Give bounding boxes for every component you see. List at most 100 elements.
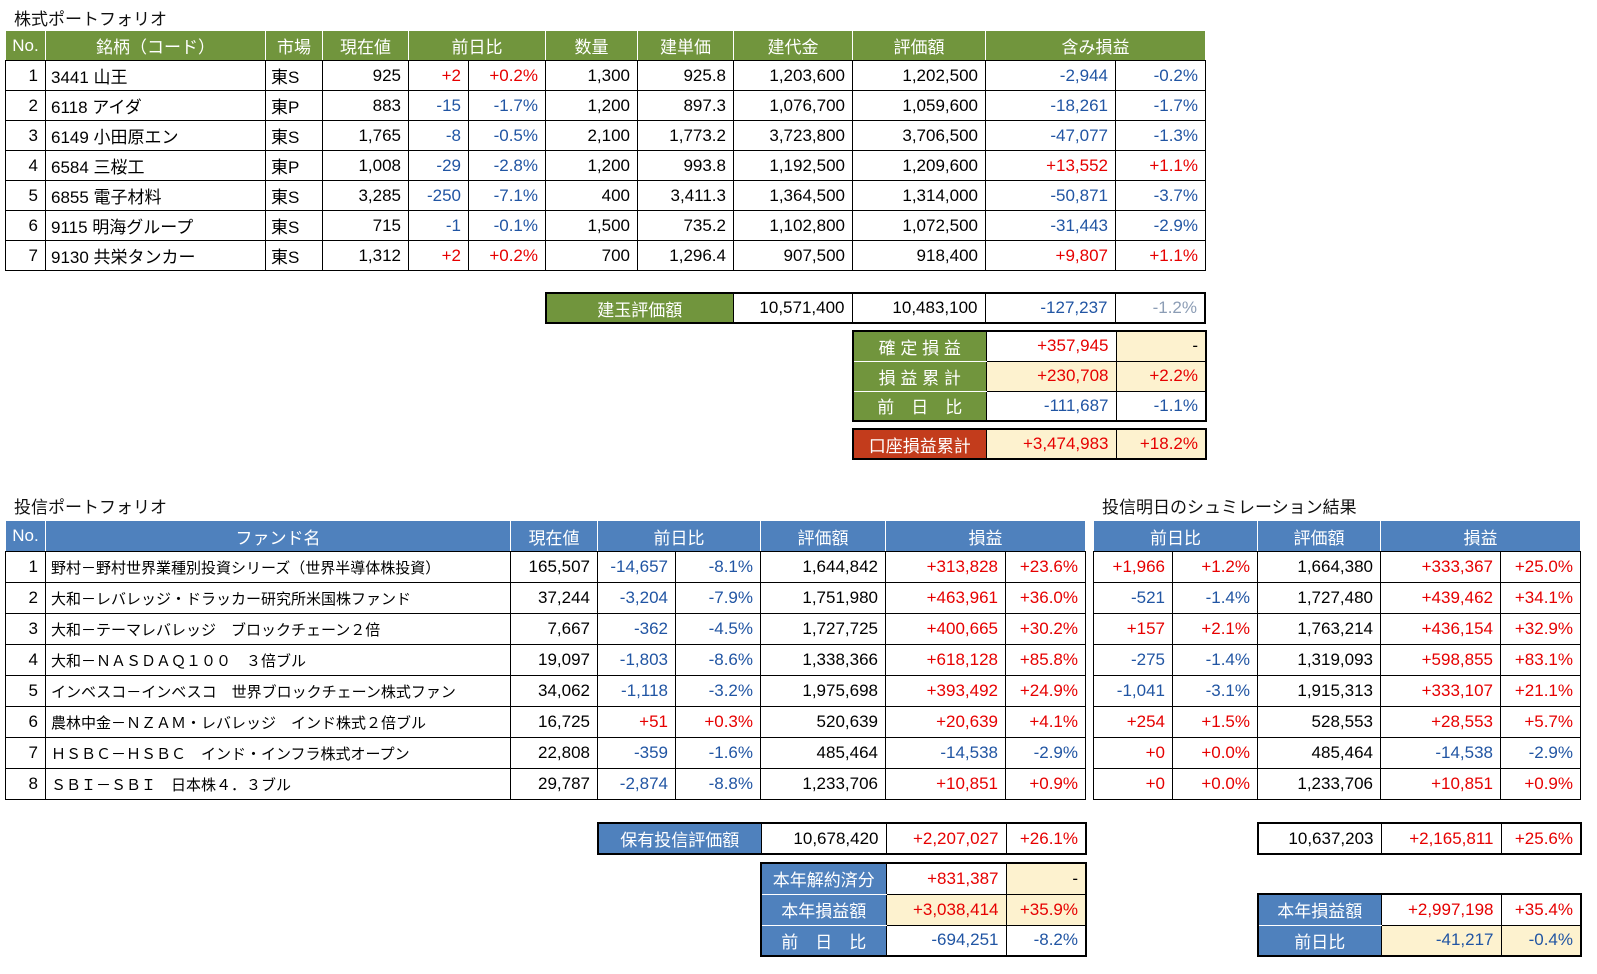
fund-row: 7 ＨＳＢＣ－ＨＳＢＣ インド・インフラ株式オープン 22,808 -359 -… <box>5 737 1086 769</box>
cell-value: 1,763,214 <box>1257 613 1381 645</box>
fund-row: 6 農林中金－ＮＺＡＭ・レバレッジ インド株式２倍ブル 16,725 +51 +… <box>5 706 1086 738</box>
stock-portfolio-title: 株式ポートフォリオ <box>14 10 167 29</box>
cell-value: 918,400 <box>852 240 986 271</box>
cell-no: 8 <box>5 768 46 800</box>
cell-value: 1,664,380 <box>1257 551 1381 583</box>
cell-pl: -14,538 <box>1380 737 1501 769</box>
cell-price: 1,765 <box>322 120 409 151</box>
summary-label: 前日比 <box>1257 924 1382 957</box>
cell-change-pct: -1.7% <box>468 90 546 121</box>
cell-change-pct: +0.2% <box>468 240 546 271</box>
cell-no: 3 <box>5 613 46 645</box>
sim-row: +0 +0.0% 1,233,706 +10,851 +0.9% <box>1093 768 1581 800</box>
cell-unit-price: 735.2 <box>637 210 734 241</box>
cell-change-pct: -1.4% <box>1172 644 1258 676</box>
summary-row: 前日比 -41,217 -0.4% <box>1257 924 1582 957</box>
fund-row: 3 大和－テーマレバレッジ ブロックチェーン２倍 7,667 -362 -4.5… <box>5 613 1086 645</box>
cell-price: 3,285 <box>322 180 409 211</box>
account-total-pct: +18.2% <box>1115 428 1207 460</box>
cell-change: +0 <box>1093 768 1173 800</box>
cell-pl-pct: +36.0% <box>1005 582 1086 614</box>
cell-pl-pct: +30.2% <box>1005 613 1086 645</box>
summary-row: 前 日 比 -111,687 -1.1% <box>852 390 1207 422</box>
cell-qty: 1,200 <box>545 150 638 181</box>
cell-value: 1,233,706 <box>760 768 886 800</box>
cell-pl: +313,828 <box>885 551 1006 583</box>
sim-total-table: 10,637,203 +2,165,811 +25.6% <box>1257 822 1582 855</box>
summary-pct: -1.1% <box>1115 390 1207 422</box>
cell-value: 1,209,600 <box>852 150 986 181</box>
header-price: 現在値 <box>322 30 409 61</box>
cell-change: -3,204 <box>597 582 676 614</box>
sim-summary: 本年損益額 +2,997,198 +35.4% 前日比 -41,217 -0.4… <box>1257 893 1582 957</box>
cell-pl-pct: +1.1% <box>1115 240 1206 271</box>
cell-no: 4 <box>5 150 46 181</box>
cell-value: 1,059,600 <box>852 90 986 121</box>
fund-summary: 本年解約済分 +831,387 - 本年損益額 +3,038,414 +35.9… <box>760 862 1087 957</box>
cell-unit-price: 925.8 <box>637 60 734 91</box>
cell-value: 1,727,725 <box>760 613 886 645</box>
cell-change-pct: -4.5% <box>675 613 761 645</box>
cell-unit-price: 897.3 <box>637 90 734 121</box>
cell-stock-name: 9115 明海グループ <box>45 210 266 241</box>
cell-pl: +436,154 <box>1380 613 1501 645</box>
header-cost: 建代金 <box>733 30 853 61</box>
cell-pl-pct: +34.1% <box>1500 582 1581 614</box>
cell-pl-pct: +0.9% <box>1005 768 1086 800</box>
cell-pl-pct: -2.9% <box>1005 737 1086 769</box>
summary-label: 前 日 比 <box>852 390 987 422</box>
header-fund-name: ファンド名 <box>45 520 511 552</box>
cell-change-pct: -1.6% <box>675 737 761 769</box>
cell-no: 2 <box>5 582 46 614</box>
cell-pl-pct: -1.7% <box>1115 90 1206 121</box>
cell-change: -29 <box>408 150 469 181</box>
cell-cost: 1,364,500 <box>733 180 853 211</box>
cell-change: +254 <box>1093 706 1173 738</box>
cell-value: 1,072,500 <box>852 210 986 241</box>
summary-pct: +35.9% <box>1005 893 1087 926</box>
cell-value: 485,464 <box>760 737 886 769</box>
cell-change-pct: -0.5% <box>468 120 546 151</box>
cell-change-pct: +1.2% <box>1172 551 1258 583</box>
fund-summary-table: 本年解約済分 +831,387 - 本年損益額 +3,038,414 +35.9… <box>760 862 1087 957</box>
summary-value: +2,997,198 <box>1380 893 1502 926</box>
sim-row: +0 +0.0% 485,464 -14,538 -2.9% <box>1093 737 1581 769</box>
cell-stock-name: 6149 小田原エン <box>45 120 266 151</box>
header-value: 評価額 <box>760 520 886 552</box>
cell-pl: -47,077 <box>985 120 1116 151</box>
cell-change: +157 <box>1093 613 1173 645</box>
cell-no: 3 <box>5 120 46 151</box>
fund-total-table: 保有投信評価額 10,678,420 +2,207,027 +26.1% <box>597 822 1087 855</box>
sim-row: -521 -1.4% 1,727,480 +439,462 +34.1% <box>1093 582 1581 614</box>
cell-pl: -31,443 <box>985 210 1116 241</box>
stock-table: No. 銘柄（コード） 市場 現在値 前日比 数量 建単価 建代金 評価額 含み… <box>5 30 1206 271</box>
header-pl: 含み損益 <box>985 30 1206 61</box>
cell-price: 165,507 <box>510 551 598 583</box>
header-value: 評価額 <box>852 30 986 61</box>
cell-qty: 1,500 <box>545 210 638 241</box>
cell-change: -1,041 <box>1093 675 1173 707</box>
stock-total-cost: 10,571,400 <box>732 292 853 324</box>
header-qty: 数量 <box>545 30 638 61</box>
cell-no: 7 <box>5 240 46 271</box>
summary-pct: - <box>1005 862 1087 895</box>
cell-fund-name: インベスコ－インベスコ 世界ブロックチェーン株式ファン <box>45 675 511 707</box>
cell-change-pct: -2.8% <box>468 150 546 181</box>
cell-no: 4 <box>5 644 46 676</box>
cell-change: -275 <box>1093 644 1173 676</box>
cell-value: 528,553 <box>1257 706 1381 738</box>
summary-pct: +2.2% <box>1115 360 1207 392</box>
cell-pl-pct: +24.9% <box>1005 675 1086 707</box>
sim-total-pl: +2,165,811 <box>1380 822 1502 855</box>
cell-fund-name: 大和－ＮＡＳＤＡＱ１００ ３倍ブル <box>45 644 511 676</box>
cell-pl-pct: +85.8% <box>1005 644 1086 676</box>
header-change: 前日比 <box>1093 520 1258 552</box>
summary-pct: -8.2% <box>1005 924 1087 957</box>
fund-total-pl-pct: +26.1% <box>1005 822 1087 855</box>
stock-total-row: 建玉評価額 10,571,400 10,483,100 -127,237 -1.… <box>545 292 1206 324</box>
cell-change: -8 <box>408 120 469 151</box>
header-market: 市場 <box>265 30 323 61</box>
summary-pct: - <box>1115 330 1207 362</box>
fund-total-value: 10,678,420 <box>760 822 887 855</box>
cell-no: 1 <box>5 60 46 91</box>
